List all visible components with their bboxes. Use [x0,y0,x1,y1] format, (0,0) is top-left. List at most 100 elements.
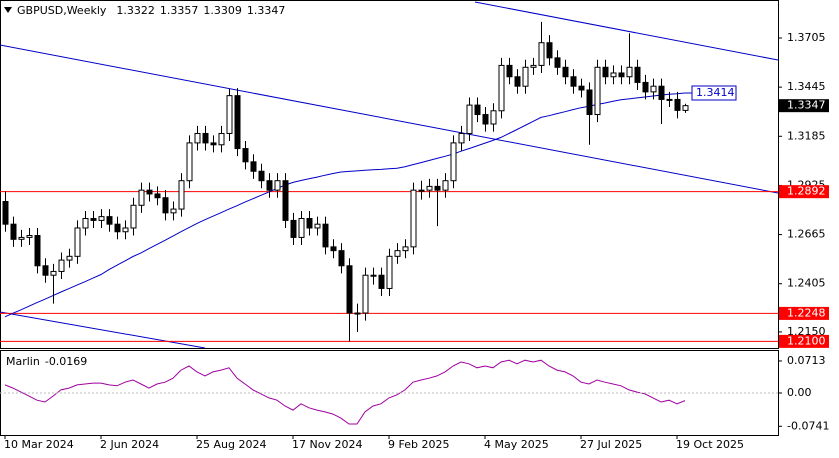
candle-body [506,64,513,78]
candle-body [130,204,137,229]
candle-body [658,85,665,100]
candle-body [106,216,113,225]
candle-body [370,274,377,277]
candle-body [362,274,369,314]
candle-body [186,142,193,182]
candle-body [138,189,145,206]
moving-average [4,92,686,318]
candle-body [594,66,601,116]
candle-body [474,104,481,116]
candle-body [114,223,121,233]
candle-body [602,66,609,78]
candle-body [386,255,393,289]
candle-body [642,81,649,93]
y-tick-label: -0.0741 [787,419,829,432]
candle-body [98,216,105,221]
menu-arrow[interactable] [4,7,12,13]
price-label: 1.3347 [787,99,826,112]
candle-body [666,98,673,101]
ma-label: 1.3414 [696,86,735,99]
y-tick-label: 1.3445 [787,80,826,93]
price-label-box [779,99,829,113]
trend-line [0,311,206,349]
candle-body [26,235,33,238]
candle-body [90,218,97,221]
candle-body [490,110,497,125]
candle-body [338,250,345,267]
y-tick-label: 1.2405 [787,277,826,290]
indicator-name: Marlin [6,355,40,368]
candle-body [434,185,441,191]
chart-title: GBPUSD,Weekly 1.3322 1.3357 1.3309 1.3347 [17,4,285,17]
candle-body [282,180,289,221]
candle-body [442,180,449,191]
candle-body [562,66,569,78]
level-label-box [779,185,829,199]
level-label-box [779,334,829,348]
trend-line [474,1,779,61]
candle-body [210,142,217,146]
candle-body [626,66,633,78]
candle-body [634,66,641,83]
x-tick-label: 4 May 2025 [484,438,549,451]
candle-body [514,76,521,87]
candle-body [154,193,161,199]
ma-label-box [691,85,737,101]
candle-body [82,218,89,229]
trend-line [0,44,779,194]
x-tick-label: 27 Jul 2025 [580,438,642,451]
candle-body [314,223,321,229]
candle-body [674,98,681,111]
candle-body [322,223,329,248]
candle-body [202,132,209,144]
candle-body [682,105,689,111]
candle-body [170,208,177,214]
candle-body [346,265,353,314]
candle-body [122,227,129,233]
indicator-line [4,359,686,425]
candle-body [274,180,281,191]
level-label: 1.2892 [787,185,826,198]
candle-body [178,180,185,210]
candle-body [50,270,57,276]
x-tick-label: 2 Jun 2024 [100,438,159,451]
candle-body [610,72,617,78]
candle-body [426,185,433,191]
candle-body [402,246,409,252]
candle-body [530,64,537,68]
x-tick-label: 25 Aug 2024 [196,438,266,451]
candle-body [458,132,465,144]
candle-body [554,57,561,68]
candle-body [250,161,257,172]
candle-body [42,265,49,276]
x-tick-label: 10 Mar 2024 [4,438,74,451]
candle-body [226,95,233,134]
indicator-title: Marlin -0.0169 [6,355,87,368]
high-value: 1.3357 [160,4,199,17]
candle-body [330,246,337,252]
candle-body [258,170,265,182]
candle-body [162,197,169,214]
low-value: 1.3309 [203,4,242,17]
candle-body [650,85,657,93]
level-label-box [779,306,829,320]
y-tick-label: 1.2150 [787,325,826,338]
candle-body [10,223,17,240]
y-tick-label: 1.3185 [787,129,826,142]
candle-body [586,89,593,116]
y-tick-label: 0.0713 [787,354,826,367]
candle-body [450,142,457,182]
candle-body [522,66,529,87]
candle-body [410,189,417,248]
candle-body [194,132,201,144]
level-label: 1.2248 [787,306,826,319]
candle-body [618,72,625,78]
candle-body [242,148,249,163]
main-panel [0,0,779,349]
level-label: 1.2100 [787,334,826,347]
candle-body [298,218,305,238]
symbol: GBPUSD,Weekly [17,4,107,17]
candle-body [570,76,577,87]
candle-body [290,219,297,238]
candle-body [234,95,241,150]
